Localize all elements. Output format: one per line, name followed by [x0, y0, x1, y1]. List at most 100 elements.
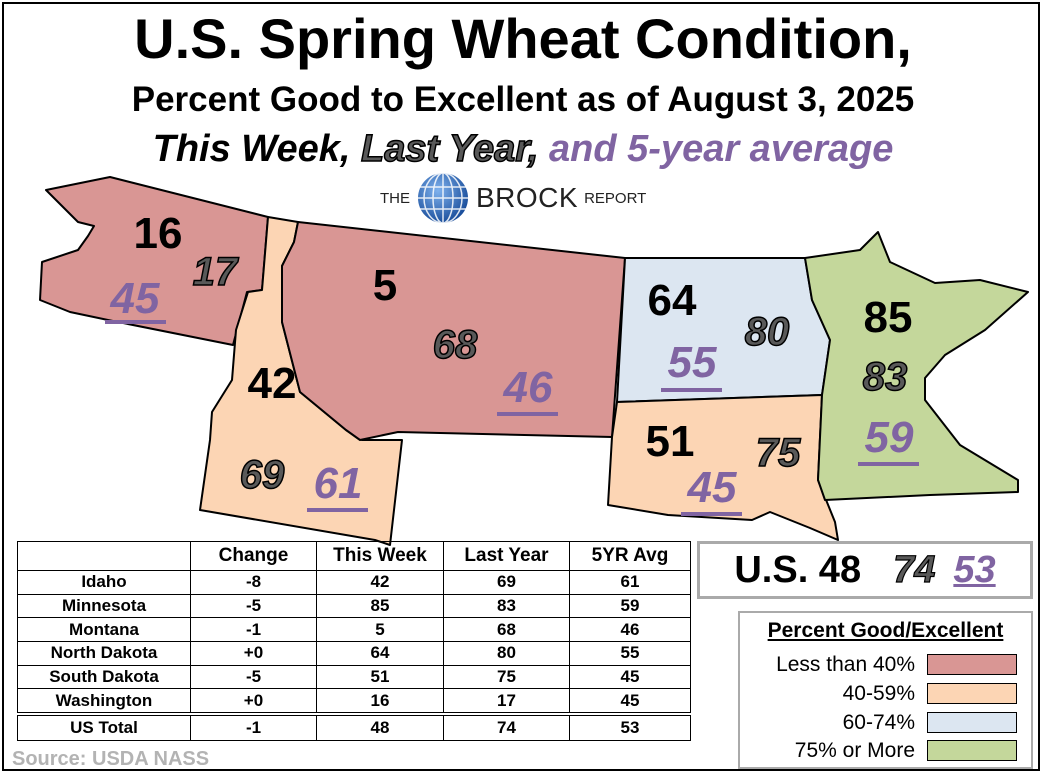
legend-swatch: [927, 654, 1017, 675]
table-cell: 75: [443, 664, 570, 690]
table-total-row: US Total -1 48 74 53: [17, 712, 691, 741]
source-note: Source: USDA NASS: [12, 748, 210, 770]
table-row: South Dakota -5 51 75 45: [17, 664, 691, 690]
south-dakota-last-year: 75: [756, 431, 801, 475]
table-header-this-week: This Week: [316, 541, 444, 571]
table-cell: US Total: [17, 712, 191, 741]
logo-the: THE: [380, 189, 410, 207]
table-cell: North Dakota: [17, 640, 191, 666]
montana-five-yr: 46: [503, 363, 553, 412]
map-values: 16 17 45 42 69 61 5 68 46 64 80 55 51 75…: [105, 209, 919, 516]
idaho-this-week: 42: [248, 359, 297, 408]
table-cell: +0: [190, 688, 317, 715]
table-cell: 69: [443, 570, 570, 595]
legend-item: 60-74%: [740, 709, 1031, 735]
idaho-five-yr: 61: [314, 459, 363, 508]
last-year-key: Last Year,: [360, 127, 539, 171]
washington-last-year: 17: [193, 250, 239, 294]
table-cell: +0: [190, 640, 317, 666]
legend-item: 75% or More: [740, 737, 1031, 763]
washington-this-week: 16: [134, 209, 183, 258]
table-cell: -1: [190, 712, 317, 741]
table-cell: 59: [569, 593, 691, 619]
page-title: U.S. Spring Wheat Condition,: [134, 7, 912, 70]
legend-label: 60-74%: [842, 711, 915, 734]
table-cell: 74: [443, 712, 570, 741]
table-cell: -5: [190, 664, 317, 690]
table-cell: 55: [569, 640, 691, 666]
table-row: Washington +0 16 17 45: [17, 688, 691, 715]
south-dakota-this-week: 51: [646, 417, 695, 466]
montana-this-week: 5: [373, 261, 397, 310]
table-header-row: Change This Week Last Year 5YR Avg: [17, 541, 691, 571]
table-row: Montana -1 5 68 46: [17, 617, 691, 642]
legend: Percent Good/Excellent Less than 40% 40-…: [738, 611, 1033, 769]
globe-icon: [418, 172, 468, 224]
table-header-last-year: Last Year: [443, 541, 570, 571]
minnesota-this-week: 85: [864, 293, 913, 342]
table-cell: 85: [316, 593, 444, 619]
legend-swatch: [927, 683, 1017, 704]
legend-item: Less than 40%: [740, 651, 1031, 677]
logo-report: REPORT: [584, 189, 647, 207]
north-dakota-five-yr: 55: [668, 338, 717, 387]
table-cell: 42: [316, 570, 444, 595]
table-cell: Montana: [17, 617, 191, 642]
table-cell: 83: [443, 593, 570, 619]
page-subtitle: Percent Good to Excellent as of August 3…: [131, 80, 915, 119]
table-cell: 46: [569, 617, 691, 642]
brock-report-logo: THE BROCK REPORT: [380, 172, 646, 224]
condition-table: Change This Week Last Year 5YR Avg Idaho…: [17, 541, 691, 741]
table-header-state: [17, 541, 191, 571]
table-cell: Idaho: [17, 570, 191, 595]
table-header-5yr-avg: 5YR Avg: [569, 541, 691, 571]
table-cell: Washington: [17, 688, 191, 715]
series-key-line: This Week, Last Year, and 5-year average: [0, 127, 1046, 171]
legend-item: 40-59%: [740, 680, 1031, 706]
legend-title: Percent Good/Excellent: [767, 619, 1004, 642]
legend-label: 75% or More: [794, 739, 915, 762]
table-cell: 64: [316, 640, 444, 666]
legend-swatch: [927, 740, 1017, 761]
minnesota-last-year: 83: [863, 355, 908, 399]
table-cell: 80: [443, 640, 570, 666]
legend-swatch: [927, 712, 1017, 733]
table-cell: 51: [316, 664, 444, 690]
five-year-key: and 5-year average: [549, 128, 894, 170]
table-cell: 53: [569, 712, 691, 741]
table-cell: 17: [443, 688, 570, 715]
table-cell: -5: [190, 593, 317, 619]
south-dakota-five-yr: 45: [687, 463, 737, 512]
minnesota-five-yr: 59: [865, 413, 914, 462]
table-row: Minnesota -5 85 83 59: [17, 593, 691, 619]
map-state-montana: [281, 221, 626, 441]
table-row: North Dakota +0 64 80 55: [17, 640, 691, 666]
legend-label: Less than 40%: [776, 653, 915, 676]
table-cell: 48: [316, 712, 444, 741]
map-state-minnesota: [804, 231, 1029, 501]
us-last-year: 74: [892, 548, 936, 591]
table-cell: -8: [190, 570, 317, 595]
north-dakota-last-year: 80: [745, 310, 790, 354]
legend-label: 40-59%: [842, 682, 915, 705]
table-cell: 68: [443, 617, 570, 642]
us-this-week: U.S. 48: [734, 548, 862, 591]
table-cell: -1: [190, 617, 317, 642]
this-week-key: This Week,: [152, 128, 351, 170]
us-summary-box: U.S. 48 74 53: [697, 541, 1033, 599]
table-cell: 5: [316, 617, 444, 642]
table-cell: 45: [569, 688, 691, 715]
us-five-yr: 53: [953, 548, 996, 591]
table-row: Idaho -8 42 69 61: [17, 570, 691, 595]
washington-five-yr: 45: [110, 274, 160, 323]
table-header-change: Change: [190, 541, 317, 571]
logo-brock: BROCK: [476, 182, 579, 213]
montana-last-year: 68: [433, 323, 478, 367]
table-cell: Minnesota: [17, 593, 191, 619]
idaho-last-year: 69: [240, 453, 285, 497]
table-cell: 61: [569, 570, 691, 595]
table-cell: 16: [316, 688, 444, 715]
north-dakota-this-week: 64: [648, 276, 697, 325]
